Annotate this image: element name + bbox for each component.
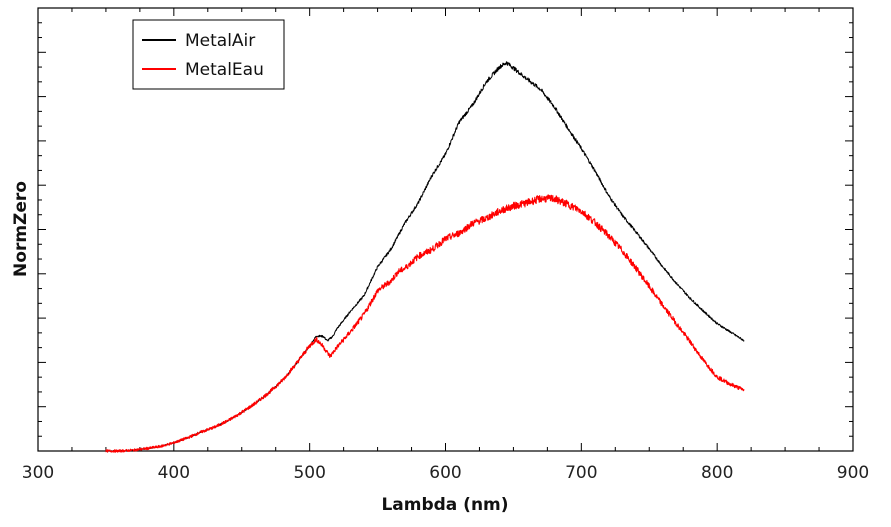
- x-tick-labels: 300 400 500 600 700 800 900: [22, 463, 869, 483]
- x-tick-label: 700: [565, 463, 597, 483]
- series-line-metaleau: [105, 194, 745, 453]
- x-axis-title: Lambda (nm): [381, 495, 508, 515]
- x-tick-label: 400: [158, 463, 190, 483]
- legend: MetalAir MetalEau: [132, 19, 285, 90]
- x-tick-label: 300: [22, 463, 54, 483]
- axis-ticks: [37, 8, 854, 451]
- y-axis-title: NormZero: [11, 181, 31, 277]
- legend-label-metaleau: MetalEau: [185, 60, 264, 80]
- x-tick-label: 800: [701, 463, 733, 483]
- legend-box: [132, 19, 285, 90]
- x-tick-label: 500: [293, 463, 325, 483]
- x-tick-label: 900: [837, 463, 869, 483]
- legend-label-metalair: MetalAir: [185, 31, 255, 51]
- series-layer: [105, 61, 745, 453]
- x-tick-label: 600: [429, 463, 461, 483]
